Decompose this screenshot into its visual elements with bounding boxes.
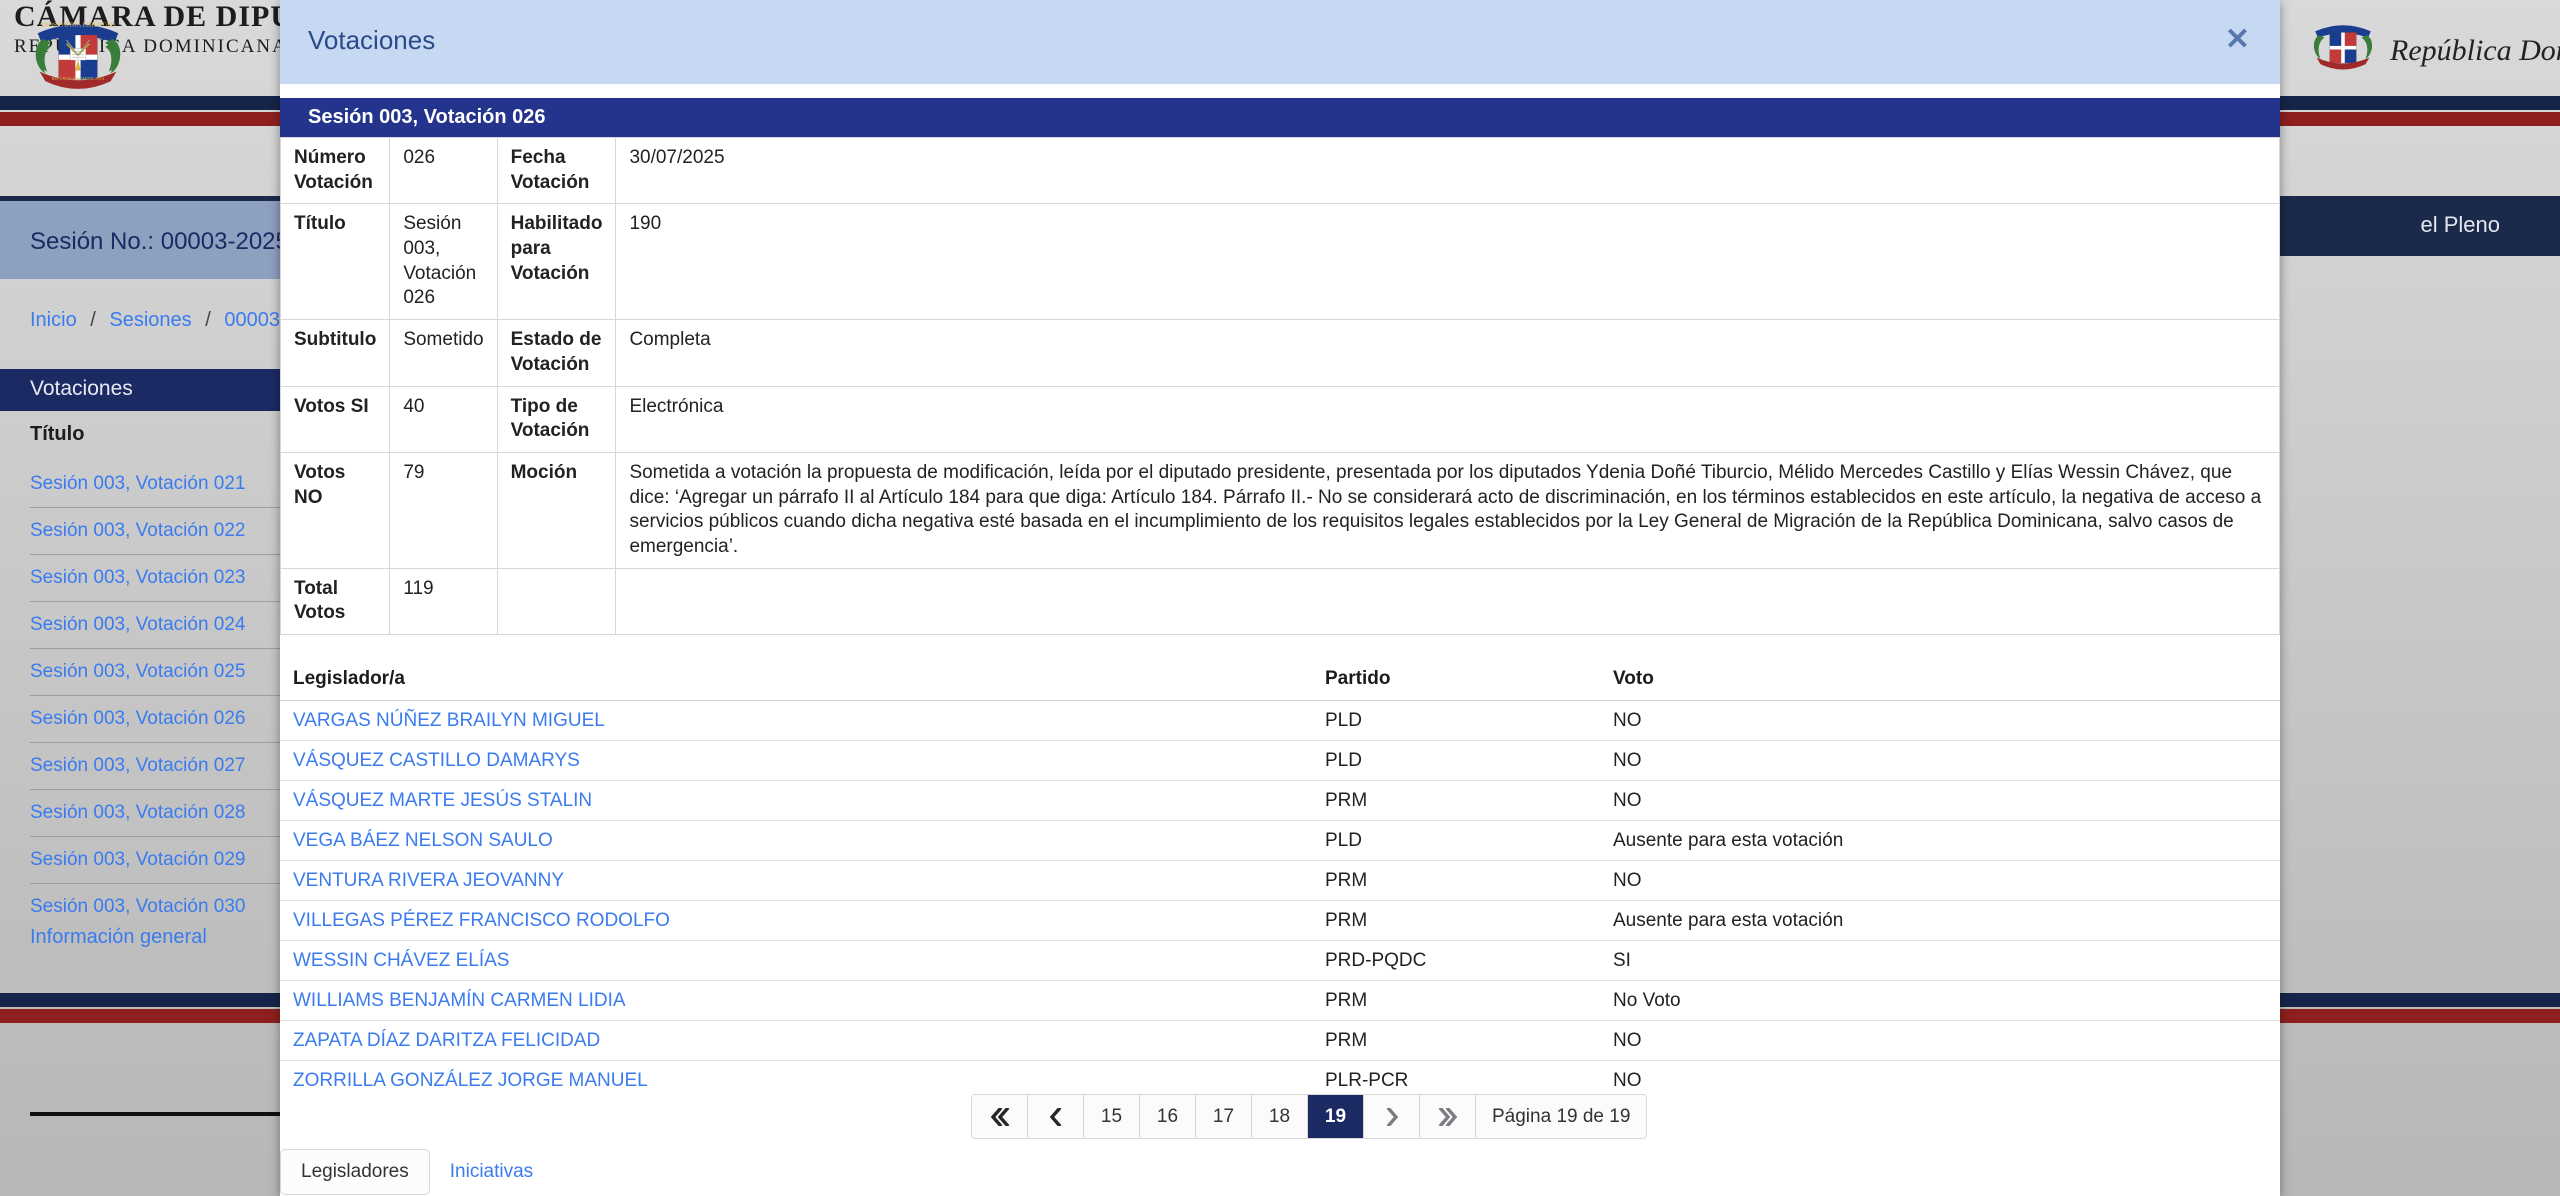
svg-text:REPUBLICA DOMINICANA: REPUBLICA DOMINICANA bbox=[52, 76, 106, 81]
svg-text:DIOS PATRIA LIBERTAD: DIOS PATRIA LIBERTAD bbox=[41, 21, 115, 28]
